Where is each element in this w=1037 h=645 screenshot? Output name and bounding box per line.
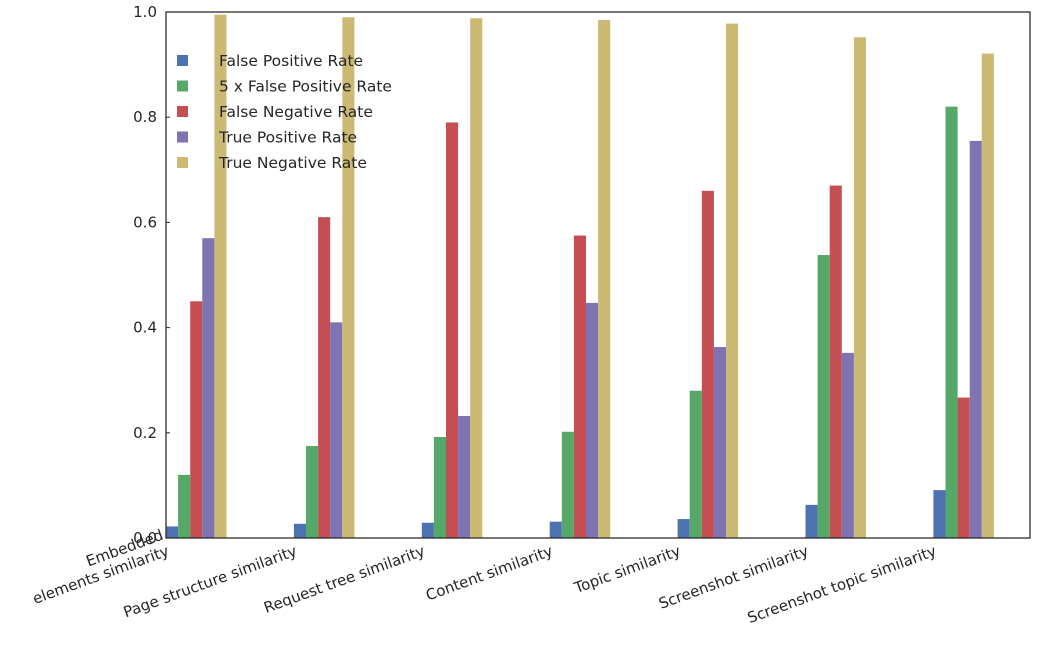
legend-swatch bbox=[177, 106, 188, 117]
bar-true-negative-rate-6 bbox=[981, 53, 994, 539]
bar-5-x-false-positive-rate-4 bbox=[689, 390, 702, 538]
y-tick-label: 0.0 bbox=[133, 529, 157, 547]
bar-false-positive-rate-4 bbox=[677, 519, 690, 538]
bar-false-positive-rate-0 bbox=[166, 526, 179, 538]
bar-true-positive-rate-0 bbox=[202, 238, 215, 538]
y-tick-label: 0.4 bbox=[133, 319, 157, 337]
legend-swatch bbox=[177, 55, 188, 66]
bar-true-negative-rate-5 bbox=[853, 37, 866, 538]
y-tick-label: 0.6 bbox=[133, 213, 157, 231]
y-tick-label: 0.2 bbox=[133, 424, 157, 442]
bar-5-x-false-positive-rate-1 bbox=[306, 445, 319, 538]
legend-swatch bbox=[177, 80, 188, 92]
bar-false-negative-rate-5 bbox=[829, 185, 842, 538]
plot-frame bbox=[165, 11, 1031, 539]
legend-label: False Negative Rate bbox=[219, 103, 373, 121]
x-tick-label: Topic similarity bbox=[571, 542, 683, 598]
x-tick-label: Content similarity bbox=[423, 542, 555, 605]
bar-5-x-false-positive-rate-0 bbox=[178, 474, 191, 538]
bar-true-negative-rate-2 bbox=[470, 18, 483, 539]
bar-true-negative-rate-4 bbox=[726, 23, 739, 538]
bar-false-positive-rate-3 bbox=[549, 521, 562, 538]
bar-false-negative-rate-3 bbox=[573, 235, 586, 539]
bar-false-negative-rate-4 bbox=[701, 190, 714, 538]
y-tick-label: 0.8 bbox=[133, 108, 157, 126]
y-axis: 0.0 0.2 0.4 0.6 0.8 1.0 bbox=[133, 3, 170, 547]
legend-label: True Negative Rate bbox=[218, 154, 367, 172]
bar-true-positive-rate-1 bbox=[330, 322, 343, 538]
legend-swatch bbox=[177, 131, 188, 143]
bar-5-x-false-positive-rate-6 bbox=[945, 106, 958, 539]
bar-false-positive-rate-2 bbox=[421, 522, 434, 538]
bar-false-negative-rate-1 bbox=[318, 217, 331, 538]
legend-label: False Positive Rate bbox=[219, 52, 363, 70]
legend: False Positive Rate 5 x False Positive Ra… bbox=[177, 52, 392, 172]
legend-label: 5 x False Positive Rate bbox=[219, 78, 392, 96]
y-tick-label: 1.0 bbox=[133, 3, 157, 21]
bar-false-negative-rate-0 bbox=[190, 301, 203, 538]
bar-false-positive-rate-5 bbox=[805, 504, 818, 538]
legend-label: True Positive Rate bbox=[218, 129, 357, 147]
bar-5-x-false-positive-rate-5 bbox=[817, 255, 830, 538]
bar-true-positive-rate-4 bbox=[713, 347, 726, 538]
bar-false-positive-rate-1 bbox=[293, 523, 306, 538]
bar-true-negative-rate-0 bbox=[214, 14, 227, 538]
bar-false-negative-rate-2 bbox=[446, 122, 459, 539]
bars-layer bbox=[166, 14, 994, 539]
bar-5-x-false-positive-rate-2 bbox=[433, 437, 446, 538]
bar-true-negative-rate-1 bbox=[342, 17, 355, 538]
bar-true-positive-rate-2 bbox=[458, 415, 471, 538]
bar-true-positive-rate-3 bbox=[586, 302, 599, 538]
bar-true-negative-rate-3 bbox=[598, 19, 611, 538]
bar-true-positive-rate-6 bbox=[969, 140, 982, 538]
bar-false-negative-rate-6 bbox=[957, 397, 970, 538]
bar-5-x-false-positive-rate-3 bbox=[561, 431, 574, 538]
bar-true-positive-rate-5 bbox=[841, 352, 854, 538]
legend-swatch bbox=[177, 157, 188, 168]
bar-false-positive-rate-6 bbox=[933, 490, 946, 538]
